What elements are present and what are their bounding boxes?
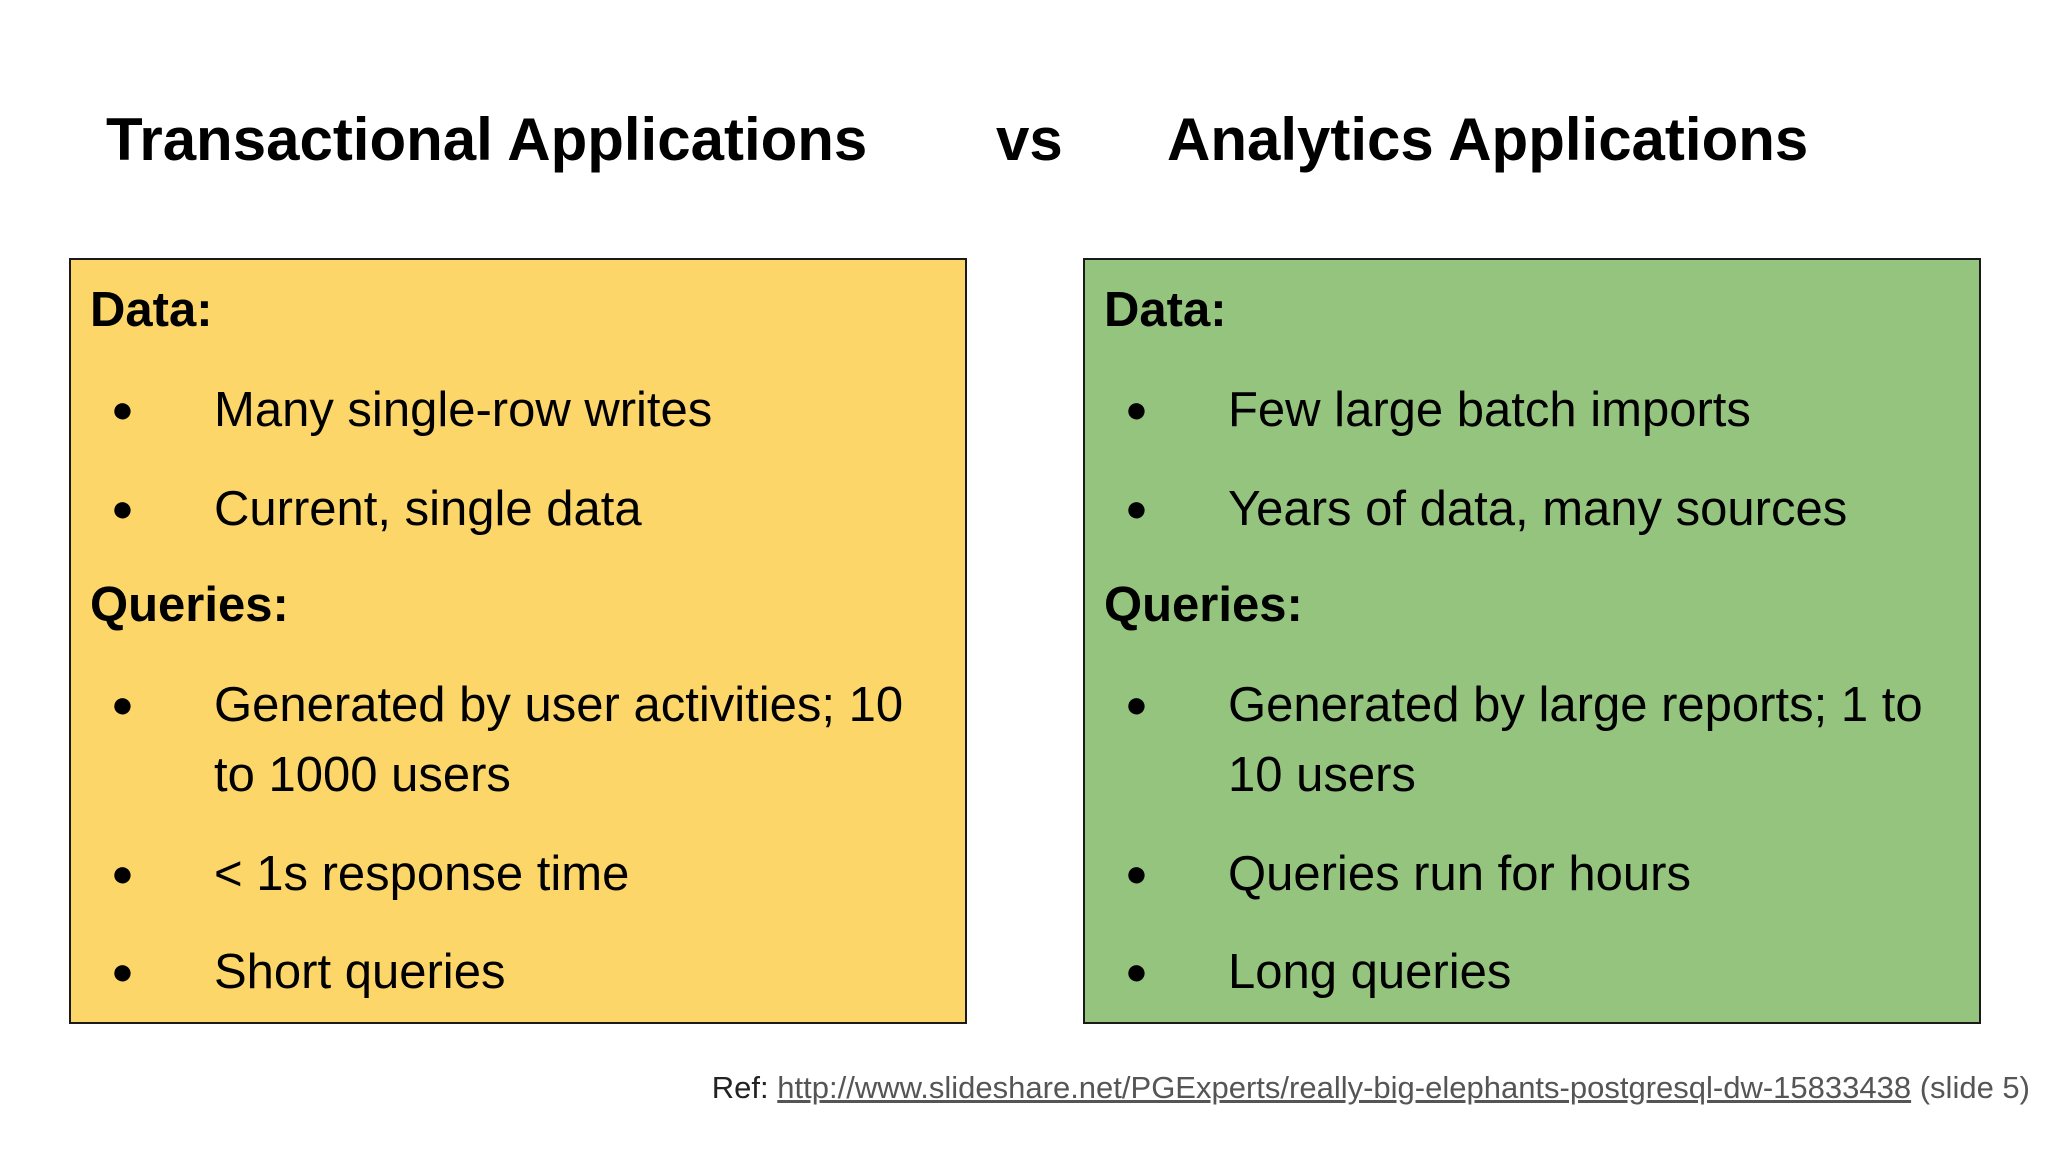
title-transactional: Transactional Applications (106, 106, 868, 173)
bullet-icon: ● (1125, 684, 1148, 726)
title-vs: vs (996, 106, 1063, 173)
reference-footer: Ref: http://www.slideshare.net/PGExperts… (712, 1068, 2030, 1108)
bullet-icon: ● (111, 389, 134, 431)
queries-heading: Queries: (90, 578, 289, 632)
list-item: ● Generated by large reports; 1 to 10 us… (1125, 670, 1949, 810)
list-item: ● Short queries (111, 937, 935, 1007)
list-item-text: Short queries (214, 945, 506, 999)
bullet-icon: ● (1125, 389, 1148, 431)
list-item: ● Many single-row writes (111, 375, 935, 445)
list-item: ● Queries run for hours (1125, 839, 1949, 909)
list-item-text: Current, single data (214, 482, 642, 536)
list-item: ● < 1s response time (111, 839, 935, 909)
title-analytics: Analytics Applications (1167, 106, 1809, 173)
list-item: ● Few large batch imports (1125, 375, 1949, 445)
reference-label: Ref: (711, 1070, 769, 1105)
list-item: ● Generated by user activities; 10 to 10… (111, 670, 935, 810)
list-item: ● Current, single data (111, 474, 935, 544)
data-heading: Data: (1104, 283, 1227, 337)
bullet-icon: ● (111, 684, 134, 726)
reference-link[interactable]: http://www.slideshare.net/PGExperts/real… (777, 1070, 1912, 1105)
transactional-panel: Data: ● Many single-row writes ● Current… (69, 258, 967, 1024)
bullet-icon: ● (1125, 488, 1148, 530)
list-item-text: Many single-row writes (214, 383, 713, 437)
list-item-text: Few large batch imports (1228, 383, 1751, 437)
list-item-text: Years of data, many sources (1228, 482, 1848, 536)
bullet-icon: ● (111, 488, 134, 530)
list-item-text: Long queries (1228, 945, 1512, 999)
bullet-icon: ● (1125, 951, 1148, 993)
queries-heading: Queries: (1104, 578, 1303, 632)
list-item-text: < 1s response time (214, 847, 630, 901)
list-item: ● Long queries (1125, 937, 1949, 1007)
bullet-icon: ● (111, 853, 134, 895)
list-item-text: Queries run for hours (1228, 847, 1691, 901)
bullet-icon: ● (1125, 853, 1148, 895)
list-item-text: Generated by user activities; 10 to 1000… (214, 678, 904, 802)
bullet-icon: ● (111, 951, 134, 993)
list-item-text: Generated by large reports; 1 to 10 user… (1228, 678, 1923, 802)
slide-reference-note: (slide 5) (1919, 1070, 2030, 1105)
list-item: ● Years of data, many sources (1125, 474, 1949, 544)
data-heading: Data: (90, 283, 213, 337)
analytics-panel: Data: ● Few large batch imports ● Years … (1083, 258, 1981, 1024)
